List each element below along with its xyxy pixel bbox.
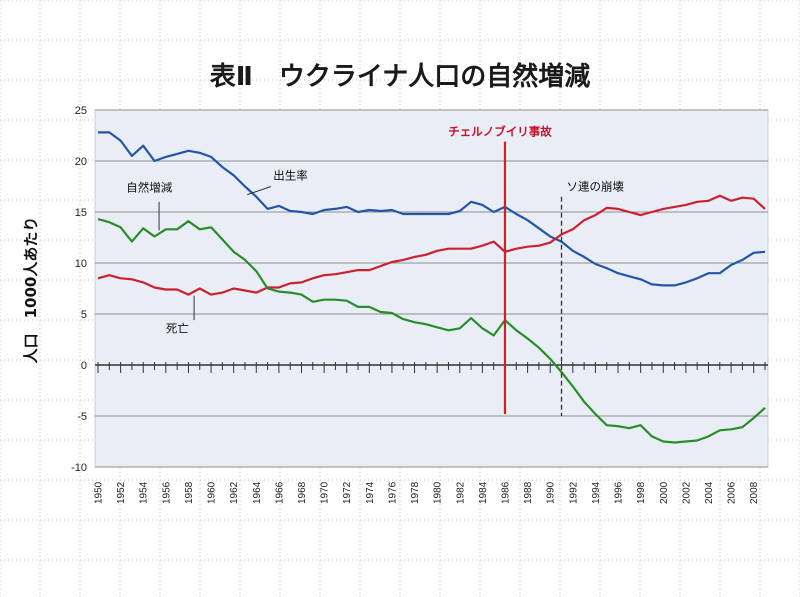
event-label: ソ連の崩壊 xyxy=(567,180,625,194)
y-tick-label: 10 xyxy=(75,258,87,270)
axes: -10 -5 0 5 10 15 20 25 1950 1952 1954 1956 1958 1960 1… xyxy=(71,105,768,504)
series-lines xyxy=(97,131,766,444)
y-tick-label: 25 xyxy=(75,105,87,117)
x-tick-label: 1990 xyxy=(546,481,557,504)
y-tick-label: 20 xyxy=(75,156,87,168)
event-label: チェルノブイリ事故 xyxy=(448,125,552,139)
x-tick-label: 1960 xyxy=(207,481,218,504)
y-tick-label: 0 xyxy=(81,360,87,372)
y-tick-label: -10 xyxy=(71,462,87,474)
x-tick-label: 1998 xyxy=(636,481,647,504)
x-tick-label: 1996 xyxy=(614,481,625,504)
x-tick-label: 1950 xyxy=(94,481,105,504)
x-tick-label: 2002 xyxy=(681,481,692,504)
x-tick-label: 2000 xyxy=(659,481,670,504)
x-tick-label: 1966 xyxy=(274,481,285,504)
x-tick-label: 1980 xyxy=(433,481,444,504)
x-tick-label: 1986 xyxy=(500,481,511,504)
x-tick-label: 1954 xyxy=(139,481,150,504)
x-tick-label: 1982 xyxy=(455,481,466,504)
x-tick-label: 1994 xyxy=(591,481,602,504)
x-tick-label: 1970 xyxy=(320,481,331,504)
series-line xyxy=(98,131,766,287)
x-tick-label: 1984 xyxy=(478,481,489,504)
plot-area xyxy=(94,109,769,468)
y-tick-label: 15 xyxy=(75,207,87,219)
y-axis-label: 人口 1000人あたり xyxy=(22,217,40,364)
x-tick-label: 2004 xyxy=(704,481,715,504)
x-tick-label: 1952 xyxy=(116,481,127,504)
x-tick-label: 1958 xyxy=(184,481,195,504)
x-tick-label: 1974 xyxy=(365,481,376,504)
chart-title: 表Ⅱ ウクライナ人口の自然増減 xyxy=(210,61,591,92)
series-annotation: 死亡 xyxy=(166,321,189,335)
series-line xyxy=(97,218,766,444)
gridlines xyxy=(95,109,768,468)
y-tick-label: -5 xyxy=(77,411,87,423)
series-annotation: 自然増減 xyxy=(126,181,172,195)
x-tick-label: 1972 xyxy=(342,481,353,504)
x-tick-label: 2006 xyxy=(727,481,738,504)
x-tick-label: 1988 xyxy=(523,481,534,504)
x-tick-label: 1962 xyxy=(229,481,240,504)
x-tick-label: 1968 xyxy=(297,481,308,504)
y-tick-label: 5 xyxy=(81,309,87,321)
x-tick-label: 1992 xyxy=(568,481,579,504)
x-tick-label: 2008 xyxy=(749,481,760,504)
x-tick-label: 1976 xyxy=(387,481,398,504)
series-line xyxy=(97,194,766,296)
x-tick-label: 1964 xyxy=(252,481,263,504)
series-annotation: 出生率 xyxy=(273,168,308,182)
x-tick-label: 1978 xyxy=(410,481,421,504)
x-tick-label: 1956 xyxy=(161,481,172,504)
leader-line xyxy=(247,186,272,196)
